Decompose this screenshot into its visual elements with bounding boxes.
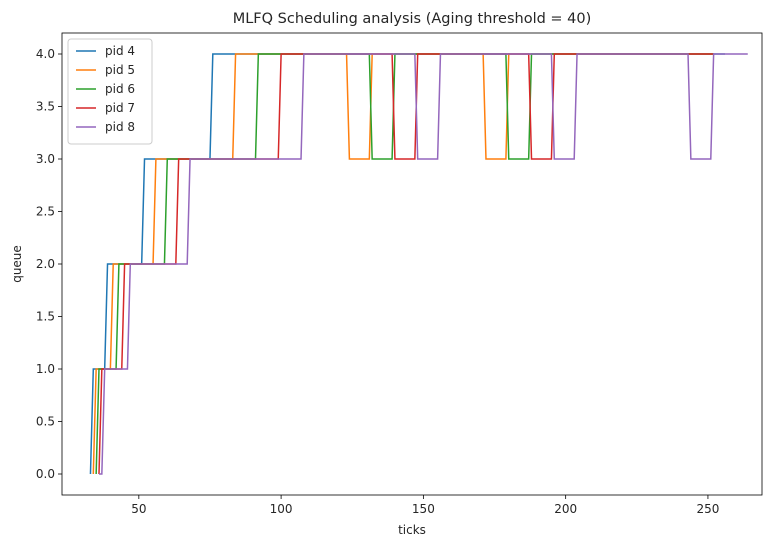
- legend-label: pid 4: [105, 44, 135, 58]
- x-tick-label: 100: [270, 502, 293, 516]
- y-tick-label: 0.5: [36, 415, 55, 429]
- legend: pid 4 pid 5 pid 6 pid 7 pid 8: [67, 38, 153, 145]
- legend-box: [67, 38, 153, 145]
- plot-frame: [61, 32, 763, 496]
- y-tick-label: 2.0: [36, 257, 55, 271]
- y-tick-label: 0.0: [36, 467, 55, 481]
- series-layer: [89, 53, 748, 475]
- legend-label: pid 6: [105, 82, 135, 96]
- legend-label: pid 8: [105, 120, 135, 134]
- x-tick-label: 250: [696, 502, 719, 516]
- chart-title: MLFQ Scheduling analysis (Aging threshol…: [233, 11, 592, 27]
- y-tick-label: 1.0: [36, 362, 55, 376]
- y-axis-label: queue: [10, 245, 24, 283]
- y-tick-label: 4.0: [36, 47, 55, 61]
- ticks-layer: 50 100 150 200 250 0.0 0.5 1.0 1.5 2.0 2.5 3.0 3.5 4.…: [36, 47, 719, 516]
- y-tick-label: 2.5: [36, 205, 55, 219]
- x-axis-label: ticks: [398, 523, 426, 537]
- legend-label: pid 5: [105, 63, 135, 77]
- x-tick-label: 200: [554, 502, 577, 516]
- y-tick-label: 1.5: [36, 310, 55, 324]
- x-tick-label: 150: [412, 502, 435, 516]
- y-tick-label: 3.5: [36, 100, 55, 114]
- legend-label: pid 7: [105, 101, 135, 115]
- series-line-pid-8: [98, 53, 748, 475]
- y-tick-label: 3.0: [36, 152, 55, 166]
- x-tick-label: 50: [131, 502, 146, 516]
